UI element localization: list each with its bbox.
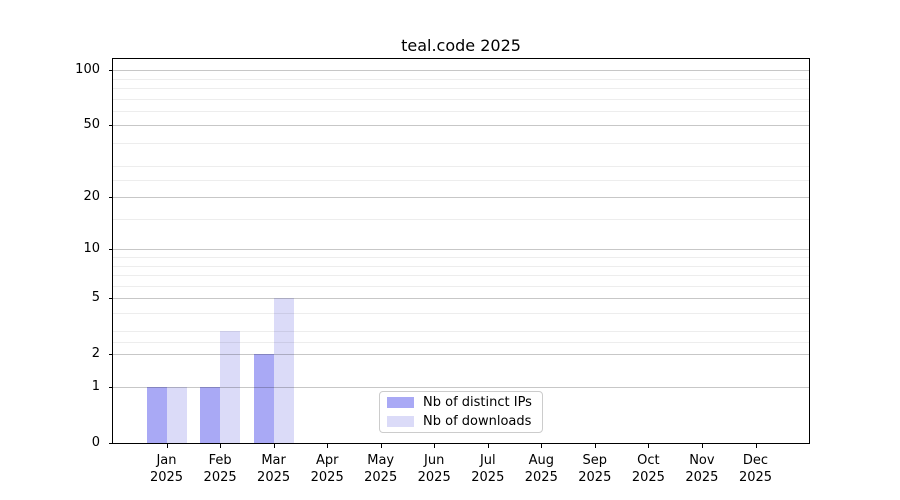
y-gridline-major [113,354,809,356]
legend: Nb of distinct IPs Nb of downloads [379,391,543,433]
y-axis: 0 1 2 5 10 20 50 100 [0,59,113,453]
x-tick-mark [434,444,436,448]
bar-nb-of-distinct-ips-mar [253,354,274,443]
y-tick-label: 2 [91,346,100,362]
y-gridline-major [113,125,809,127]
x-tick-mark [380,444,382,448]
x-tick-mark [594,444,596,448]
y-gridline-minor [113,257,809,258]
y-gridline-minor [113,179,809,181]
x-tick-label-sep: Sep 2025 [578,453,612,485]
y-gridline-major [113,70,809,72]
y-tick-mark [109,354,113,356]
x-tick-label-apr: Apr 2025 [310,453,344,485]
y-tick-mark [109,443,113,444]
legend-label-downloads: Nb of downloads [423,414,532,429]
bar-nb-of-distinct-ips-feb [200,387,221,443]
y-tick-label: 50 [83,117,100,133]
y-tick-mark [109,70,113,72]
y-gridline-major [113,298,809,300]
y-gridline-minor [113,275,809,276]
x-tick-label-feb: Feb 2025 [203,453,237,485]
x-tick-label-jun: Jun 2025 [417,453,451,485]
y-gridline-minor [113,313,809,314]
y-tick-mark [109,125,113,127]
y-gridline-major [113,387,809,388]
y-gridline-minor [113,219,809,220]
bar-nb-of-downloads-feb [220,331,241,443]
bar-nb-of-downloads-mar [273,298,294,443]
grid-layer [113,59,809,443]
legend-swatch-distinct-ips [387,397,414,408]
y-gridline-minor [113,98,809,100]
x-tick-mark [541,444,543,448]
x-tick-mark [487,444,489,448]
legend-swatch-downloads [387,416,414,427]
legend-label-distinct-ips: Nb of distinct IPs [423,395,532,410]
legend-item-distinct-ips: Nb of distinct IPs [387,395,542,411]
x-tick-label-oct: Oct 2025 [631,453,665,485]
bar-nb-of-downloads-jan [166,387,187,443]
y-tick-mark [109,197,113,199]
y-gridline-minor [113,331,809,332]
y-gridline-minor [113,143,809,144]
x-tick-mark [273,444,275,448]
x-tick-label-aug: Aug 2025 [524,453,558,485]
y-gridline-major [113,197,809,199]
x-tick-label-nov: Nov 2025 [685,453,719,485]
y-gridline-minor [113,265,809,267]
y-gridline-minor [113,165,809,167]
plot-area [112,58,810,444]
x-tick-label-jul: Jul 2025 [471,453,505,485]
x-axis: Jan 2025 Feb 2025 Mar 2025 Apr 2025 May 2025… [113,444,809,498]
y-tick-label: 10 [83,241,100,257]
x-tick-label-dec: Dec 2025 [738,453,773,485]
y-tick-mark [109,298,113,300]
x-tick-mark [755,444,757,448]
y-gridline-minor [113,110,809,112]
x-tick-label-may: May 2025 [364,453,398,485]
y-gridline-minor [113,78,809,80]
x-tick-label-jan: Jan 2025 [149,453,184,485]
x-tick-mark [220,444,222,448]
y-tick-label: 100 [75,62,100,78]
x-tick-mark [648,444,650,448]
bar-nb-of-distinct-ips-jan [146,387,167,443]
bars-layer [113,59,809,443]
y-tick-mark [109,387,113,388]
x-tick-label-mar: Mar 2025 [257,453,291,485]
legend-item-downloads: Nb of downloads [387,414,542,430]
y-gridline-minor [113,88,809,89]
y-tick-label: 0 [91,435,100,450]
y-tick-label: 20 [83,189,100,205]
y-gridline-minor [113,285,809,287]
y-gridline-major [113,249,809,251]
y-gridline-minor [113,341,809,343]
x-tick-mark [327,444,329,448]
y-tick-label: 1 [91,379,100,394]
chart-title: teal.code 2025 [401,36,521,55]
x-tick-mark [166,444,168,448]
y-tick-mark [109,249,113,251]
x-tick-mark [701,444,703,448]
y-tick-label: 5 [91,290,100,306]
